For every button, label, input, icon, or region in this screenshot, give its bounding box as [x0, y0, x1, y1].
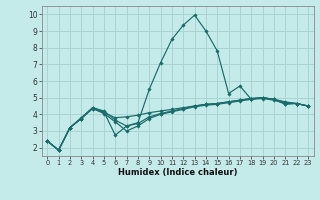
X-axis label: Humidex (Indice chaleur): Humidex (Indice chaleur) — [118, 168, 237, 177]
